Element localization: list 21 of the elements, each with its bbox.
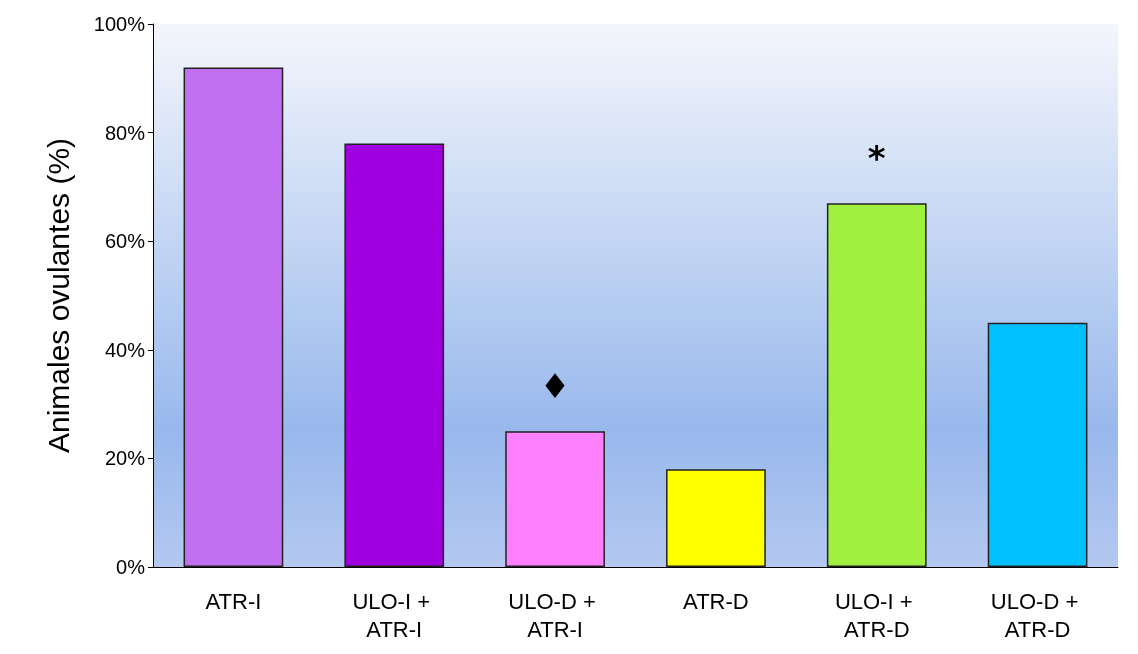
bar [505,431,605,567]
y-tick-label: 60% [104,230,146,253]
bar [826,203,927,567]
y-tick-label: 100% [93,13,146,35]
x-tick-label: ULO-I + ATR-I [352,588,437,642]
x-tick-label: ULO-I + ATR-D [834,588,919,642]
bar [183,67,284,567]
x-tick-label: ATR-D [683,588,749,614]
y-tick-label: 20% [104,447,146,470]
bar [666,469,766,567]
x-tick-label: ULO-D + ATR-D [990,588,1085,642]
x-tick-label: ATR-I [205,588,262,614]
bar [987,322,1088,567]
y-tick-label: 0% [116,556,146,578]
x-tick-label: ULO-D + ATR-I [508,588,602,642]
annotation: ♦ [539,366,571,407]
y-tick-label: 80% [104,121,146,144]
bar [344,143,445,567]
y-tick-label: 40% [104,338,146,361]
annotation: * [867,138,886,179]
y-axis-title: Animales ovulantes (%) [41,137,75,454]
